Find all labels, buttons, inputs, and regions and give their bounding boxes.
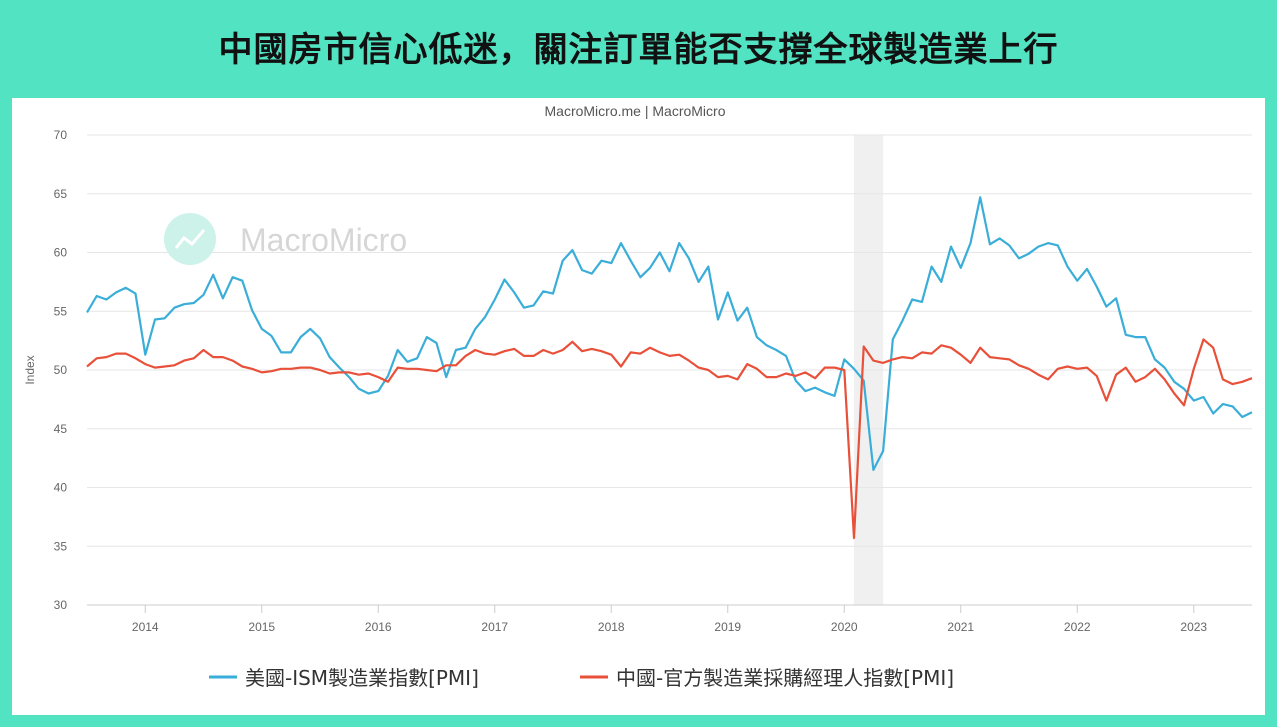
x-tick-label: 2017: [481, 620, 508, 634]
x-tick-label: 2015: [248, 620, 275, 634]
watermark-logo-icon: [164, 213, 216, 265]
x-tick-label: 2023: [1180, 620, 1207, 634]
series-line-china-pmi: [86, 338, 1253, 540]
y-axis-label: Index: [23, 355, 37, 384]
legend-item-us-ism[interactable]: 美國-ISM製造業指數[PMI]: [245, 666, 479, 690]
y-tick-label: 30: [54, 598, 68, 612]
y-tick-label: 55: [54, 304, 68, 318]
y-tick-label: 40: [54, 481, 68, 495]
watermark-chart-icon: [174, 229, 206, 249]
chart-panel: MacroMicro.me | MacroMicro MacroMicro 30…: [12, 98, 1265, 715]
y-tick-label: 70: [54, 128, 68, 142]
series-line-us-ism: [86, 196, 1253, 471]
x-tick-label: 2022: [1064, 620, 1091, 634]
x-tick-label: 2019: [714, 620, 741, 634]
chart-subtitle: MacroMicro.me | MacroMicro: [545, 103, 726, 119]
y-tick-label: 35: [54, 539, 68, 553]
x-tick-label: 2016: [365, 620, 392, 634]
x-tick-label: 2018: [598, 620, 625, 634]
y-tick-label: 45: [54, 422, 68, 436]
line-chart: MacroMicro.me | MacroMicro MacroMicro 30…: [23, 103, 1253, 690]
page-title: 中國房市信心低迷，關注訂單能否支撐全球製造業上行: [218, 30, 1059, 70]
x-tick-label: 2014: [132, 620, 159, 634]
watermark-logo: MacroMicro: [164, 213, 407, 265]
y-tick-label: 65: [54, 187, 68, 201]
x-tick-label: 2020: [831, 620, 858, 634]
y-tick-label: 50: [54, 363, 68, 377]
legend-item-china-pmi[interactable]: 中國-官方製造業採購經理人指數[PMI]: [616, 666, 954, 690]
x-tick-label: 2021: [947, 620, 974, 634]
watermark-text: MacroMicro: [240, 222, 407, 258]
y-tick-label: 60: [54, 246, 68, 260]
